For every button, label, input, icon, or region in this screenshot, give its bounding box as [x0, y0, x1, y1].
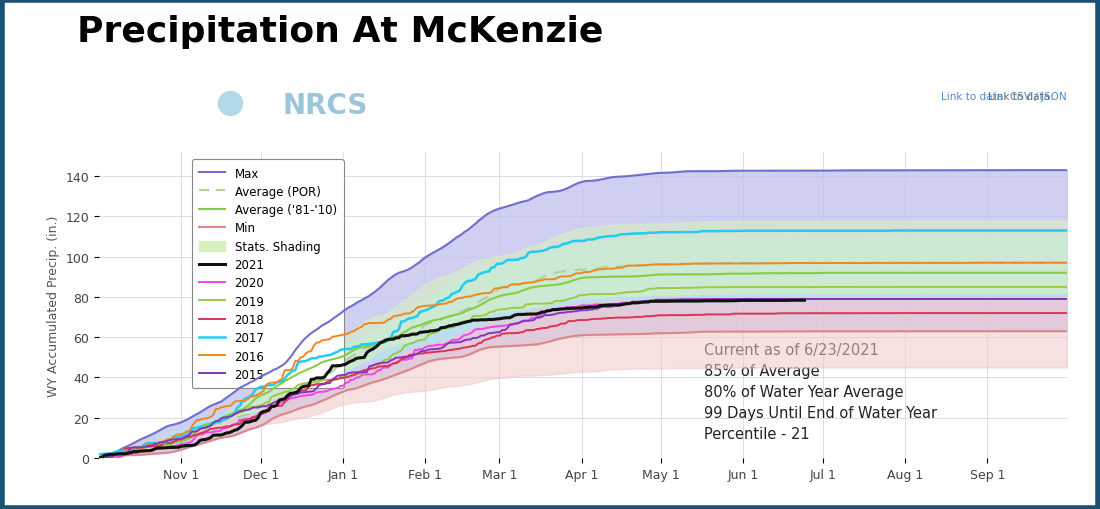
Y-axis label: WY Accumulated Precip. (in.): WY Accumulated Precip. (in.)	[47, 215, 59, 396]
Text: Precipitation At McKenzie: Precipitation At McKenzie	[77, 15, 604, 49]
Text: Current as of 6/23/2021
85% of Average
80% of Water Year Average
99 Days Until E: Current as of 6/23/2021 85% of Average 8…	[704, 342, 937, 441]
Text: ●: ●	[216, 86, 244, 119]
Text: NRCS: NRCS	[283, 92, 368, 120]
Legend: Max, Average (POR), Average ('81-'10), Min, Stats. Shading, 2021, 2020, 2019, 20: Max, Average (POR), Average ('81-'10), M…	[192, 160, 343, 388]
Text: Link to data: CSV / JSON: Link to data: CSV / JSON	[942, 92, 1067, 102]
Text: Link to data:: Link to data:	[989, 92, 1057, 102]
